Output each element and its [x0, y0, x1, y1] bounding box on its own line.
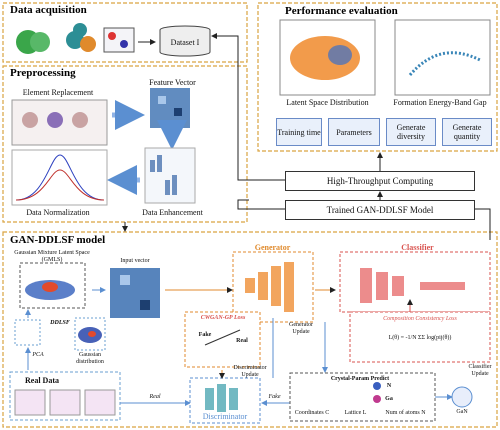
- section-title: Performance evaluation: [285, 5, 398, 17]
- section-title: Data acquisition: [10, 4, 87, 16]
- arrow-label: Fake: [268, 394, 281, 400]
- model-graphics: [9, 251, 491, 424]
- step-label: Element Replacement: [22, 88, 94, 97]
- product-label: GaN: [456, 409, 468, 415]
- acquisition-icons: [16, 23, 211, 57]
- preprocessing-icons: [11, 88, 196, 206]
- param-label: Coordinates C: [294, 410, 330, 416]
- update-label: Classifier Update: [468, 364, 492, 377]
- update-label: Discriminator Update: [233, 365, 267, 378]
- model-label: Gaussian Mixture Latent Space (GMLS): [14, 250, 90, 263]
- evaluation-plots: [279, 19, 491, 96]
- pipeline-box: High-Throughput Computing: [285, 171, 475, 191]
- step-label: Data Enhancement: [142, 208, 203, 217]
- section-title: Preprocessing: [10, 67, 76, 79]
- pipeline-arrows: [122, 33, 491, 240]
- loss-formula: L(θ) = -1/N ΣΣ log(pij(θ)): [388, 335, 452, 341]
- element-label: N: [386, 383, 392, 389]
- metric-box: Generate diversity: [386, 118, 436, 146]
- fake-label: Fake: [198, 332, 212, 338]
- generator-label: Generator: [254, 243, 291, 252]
- plot-label: Latent Space Distribution: [286, 98, 369, 107]
- loss-label: CWGAN-GP Loss: [200, 315, 246, 321]
- real-label: Real: [236, 338, 248, 344]
- plot-label: Formation Energy-Band Gap: [393, 98, 487, 107]
- discriminator-label: Discriminator: [202, 412, 248, 421]
- dataset-label: Dataset I: [170, 38, 200, 47]
- loss-label: Composition Consistency Loss: [383, 316, 457, 322]
- metric-box: Generate quantity: [442, 118, 492, 146]
- model-frame: [2, 231, 498, 428]
- classifier-label: Classifier: [401, 243, 434, 252]
- pca-label: PCA: [32, 352, 44, 358]
- section-title: GAN-DDLSF model: [10, 234, 106, 246]
- element-label: Ga: [385, 396, 393, 402]
- param-label: Lattice L: [344, 410, 367, 416]
- ddlsf-label: DDLSF: [50, 320, 70, 326]
- step-label: Data Normalization: [26, 208, 90, 217]
- gaussian-label: Gaussian distribution: [76, 352, 104, 365]
- acquisition-frame: [2, 2, 248, 63]
- model-label: Input vector: [120, 258, 150, 264]
- metric-box: Parameters: [328, 118, 380, 146]
- update-label: Generator Update: [289, 322, 313, 335]
- param-label: Num of atoms N: [385, 410, 426, 416]
- pipeline-box: Trained GAN-DDLSF Model: [285, 200, 475, 220]
- evaluation-frame: [257, 2, 498, 152]
- real-data-label: Real Data: [25, 376, 59, 385]
- metric-box: Training time: [276, 118, 322, 146]
- predict-label: Crystal-Param Predict: [330, 376, 390, 382]
- step-label: Feature Vector: [149, 78, 196, 87]
- arrow-label: Real: [149, 394, 161, 400]
